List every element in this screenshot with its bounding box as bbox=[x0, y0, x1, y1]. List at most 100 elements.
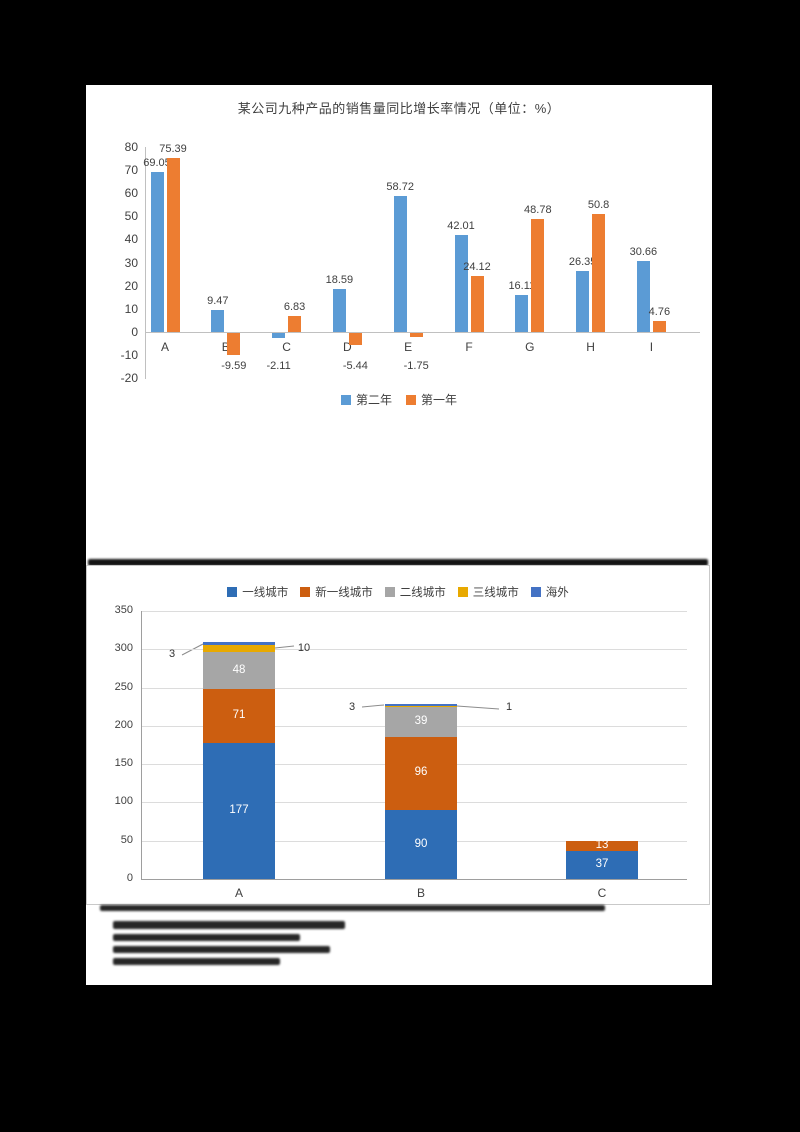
bar-value-label: 71 bbox=[232, 709, 246, 722]
bar-value-label: 37 bbox=[595, 857, 609, 870]
y-axis-tick-label: 60 bbox=[124, 186, 138, 201]
bar-value-label: -9.59 bbox=[221, 360, 247, 372]
legend-label: 海外 bbox=[545, 587, 569, 599]
blurred-text-line bbox=[113, 921, 345, 929]
x-axis-category-label: B bbox=[221, 340, 230, 354]
zero-axis-line bbox=[145, 331, 700, 333]
bar-value-label: -5.44 bbox=[342, 360, 368, 372]
h-gridline bbox=[141, 611, 687, 612]
legend-swatch bbox=[384, 587, 395, 597]
y-axis-tick-label: 20 bbox=[124, 278, 138, 293]
chart-title: 某公司九种产品的销售量同比增长率情况（单位：%） bbox=[237, 101, 561, 116]
callout-label: 3 bbox=[348, 701, 356, 713]
y-axis-tick-label: 80 bbox=[124, 140, 138, 154]
bar-segment bbox=[288, 316, 302, 332]
y-axis-tick-label: 250 bbox=[114, 680, 133, 693]
bar-value-label: 42.01 bbox=[447, 219, 475, 232]
blurred-text-line bbox=[100, 905, 605, 911]
h-gridline bbox=[141, 649, 687, 651]
bar-segment bbox=[531, 219, 545, 332]
bar-value-label: 26.35 bbox=[568, 255, 597, 268]
y-axis-tick-label: 50 bbox=[124, 209, 138, 224]
bar-value-label: 69.05 bbox=[143, 157, 171, 170]
legend-label: 新一线城市 bbox=[315, 587, 373, 599]
x-axis-category-label: C bbox=[597, 886, 607, 900]
callout-line bbox=[361, 704, 385, 708]
y-axis-line bbox=[141, 611, 142, 879]
bar-value-label: 18.59 bbox=[325, 273, 354, 286]
legend-swatch bbox=[340, 394, 351, 405]
bar-value-label: -2.11 bbox=[266, 360, 291, 372]
y-axis-tick-label: 50 bbox=[120, 833, 133, 846]
bar-value-label: 50.8 bbox=[587, 199, 610, 212]
legend-item: 第一年 bbox=[406, 391, 457, 408]
bar-segment bbox=[203, 644, 275, 653]
bar-value-label: 24.12 bbox=[463, 261, 491, 274]
y-axis-tick-label: 300 bbox=[114, 642, 133, 655]
x-axis-category-label: H bbox=[586, 340, 595, 354]
legend-label: 一线城市 bbox=[242, 587, 289, 599]
bar-value-label: 39 bbox=[414, 714, 428, 727]
bar-value-label: 96 bbox=[414, 766, 428, 779]
bar-value-label: 58.72 bbox=[386, 181, 414, 194]
legend-label: 三线城市 bbox=[472, 587, 519, 599]
y-axis-tick-label: 100 bbox=[114, 795, 133, 808]
bar-value-label: 48.78 bbox=[524, 204, 552, 217]
bar-segment bbox=[470, 276, 484, 332]
stacked-bar-chart: 0 50 100 150 200 250 300 350 A 177 71 48 B 90 96 39 C 37 1… bbox=[86, 565, 710, 905]
bar-value-label: 16.11 bbox=[508, 279, 536, 292]
x-axis-category-label: I bbox=[649, 340, 654, 354]
bar-segment bbox=[409, 332, 423, 337]
bar-value-label: 13 bbox=[595, 838, 609, 851]
bar-segment bbox=[332, 288, 346, 332]
x-axis-category-label: E bbox=[404, 340, 413, 354]
x-axis-category-label: B bbox=[416, 886, 425, 900]
bar-segment bbox=[166, 157, 180, 332]
bar-value-label: 177 bbox=[229, 804, 249, 817]
x-axis-category-label: A bbox=[160, 340, 169, 354]
bar-segment bbox=[203, 642, 275, 645]
bar-segment bbox=[592, 214, 606, 332]
bar-segment bbox=[203, 689, 275, 744]
y-axis-tick-label: 10 bbox=[124, 301, 138, 316]
bar-segment bbox=[636, 260, 650, 332]
bar-segment bbox=[385, 703, 457, 706]
blurred-text-line bbox=[88, 559, 708, 566]
y-axis-line bbox=[145, 147, 146, 379]
y-axis-tick-label: 30 bbox=[124, 255, 138, 270]
bar-value-label: 75.39 bbox=[159, 142, 187, 155]
legend-swatch bbox=[227, 587, 238, 597]
bar-segment bbox=[272, 332, 286, 338]
legend-item: 第二年 bbox=[340, 391, 392, 408]
y-axis-tick-label: 40 bbox=[124, 232, 138, 247]
legend-swatch bbox=[406, 394, 416, 405]
callout-line bbox=[274, 645, 295, 649]
bar-value-label: 30.66 bbox=[629, 245, 658, 258]
bar-value-label: 6.83 bbox=[283, 301, 306, 314]
y-axis-tick-label: -10 bbox=[120, 347, 138, 362]
grouped-bar-chart: 某公司九种产品的销售量同比增长率情况（单位：%） 80 70 60 50 40 30 20 1… bbox=[90, 88, 708, 408]
y-axis-tick-label: 70 bbox=[124, 163, 138, 178]
callout-label: 3 bbox=[168, 648, 176, 660]
legend-swatch bbox=[300, 587, 311, 597]
bar-segment bbox=[515, 294, 529, 332]
bar-segment bbox=[454, 234, 468, 332]
bar-value-label: 48 bbox=[232, 663, 246, 676]
x-axis-category-label: C bbox=[282, 340, 291, 354]
legend-label: 二线城市 bbox=[399, 587, 446, 599]
blurred-text-line bbox=[113, 946, 330, 953]
y-axis-tick-label: -20 bbox=[120, 371, 138, 385]
bar-segment bbox=[385, 705, 457, 707]
blurred-text-line bbox=[113, 934, 300, 941]
legend-item: 二线城市 bbox=[384, 584, 446, 600]
bar-value-label: 90 bbox=[414, 837, 428, 850]
legend-item: 一线城市 bbox=[227, 584, 288, 600]
bar-segment bbox=[393, 196, 407, 332]
bar-segment bbox=[385, 810, 457, 879]
blurred-text-line bbox=[113, 958, 280, 965]
document-page: 某公司九种产品的销售量同比增长率情况（单位：%） 80 70 60 50 40 30 20 1… bbox=[86, 85, 712, 985]
bar-segment bbox=[652, 320, 666, 332]
x-axis-category-label: G bbox=[525, 340, 535, 354]
bar-value-label: -1.75 bbox=[403, 360, 429, 372]
